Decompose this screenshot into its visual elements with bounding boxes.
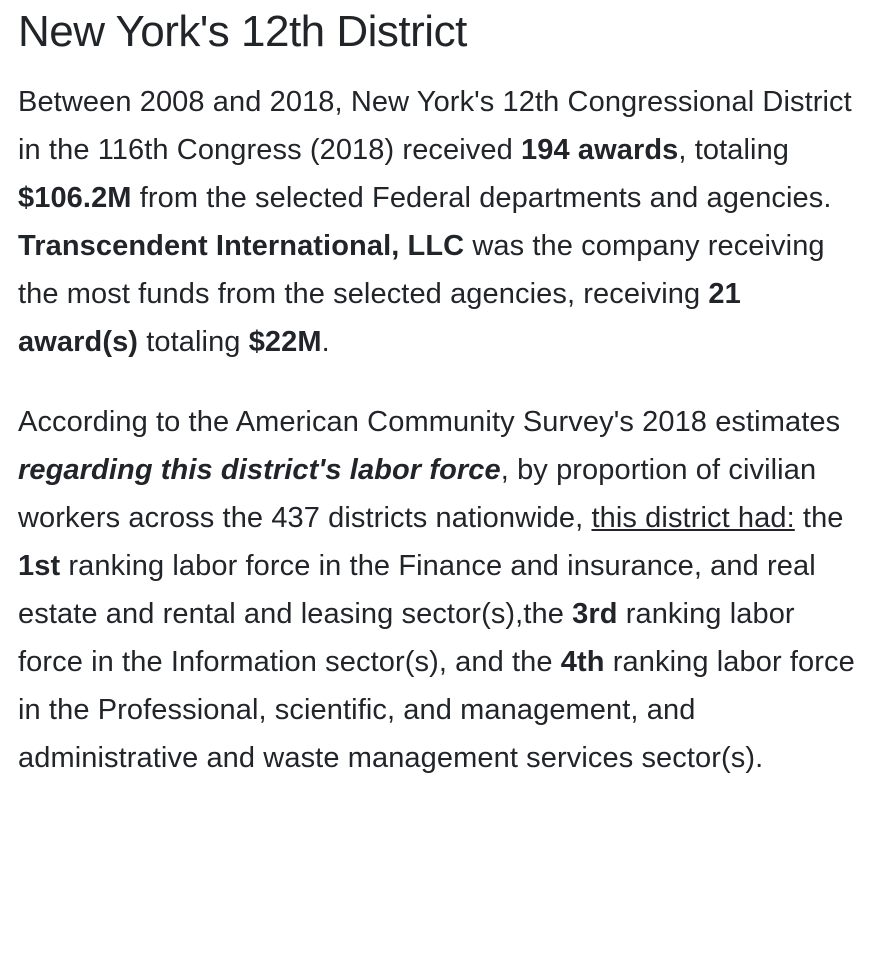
district-had-link[interactable]: this district had: bbox=[591, 502, 795, 534]
rank-finance: 1st bbox=[18, 550, 61, 582]
rank-professional: 4th bbox=[560, 646, 605, 678]
text: from the selected Federal departments an… bbox=[131, 182, 832, 214]
text: ranking labor force in the Professional,… bbox=[18, 646, 855, 774]
page-title: New York's 12th District bbox=[18, 7, 467, 56]
text: . bbox=[321, 326, 330, 358]
award-count: 194 awards bbox=[521, 134, 679, 166]
company-award-count: 21 award(s) bbox=[18, 278, 741, 358]
text: Between 2008 and 2018, New York's 12th C… bbox=[18, 86, 852, 166]
emphasis-text: regarding this district's labor force bbox=[18, 454, 501, 486]
awards-paragraph: Between 2008 and 2018, New York's 12th C… bbox=[18, 78, 858, 366]
text: According to the American Community Surv… bbox=[18, 406, 841, 438]
company-award-total: $22M bbox=[248, 326, 322, 358]
text: totaling bbox=[138, 326, 249, 358]
district-summary: New York's 12th District Between 2008 an… bbox=[18, 7, 858, 782]
emphasis: regarding this district's labor force bbox=[18, 454, 501, 486]
text: ranking labor force in the Information s… bbox=[18, 598, 795, 678]
rank-information: 3rd bbox=[572, 598, 618, 630]
text: , totaling bbox=[678, 134, 790, 166]
text: was the company receiving the most funds… bbox=[18, 230, 825, 310]
top-company: Transcendent International, LLC bbox=[18, 230, 465, 262]
labor-force-paragraph: According to the American Community Surv… bbox=[18, 398, 858, 782]
text: , by proportion of civilian workers acro… bbox=[18, 454, 817, 534]
text: ranking labor force in the Finance and i… bbox=[18, 550, 816, 630]
award-total: $106.2M bbox=[18, 182, 132, 214]
text: the bbox=[794, 502, 844, 534]
